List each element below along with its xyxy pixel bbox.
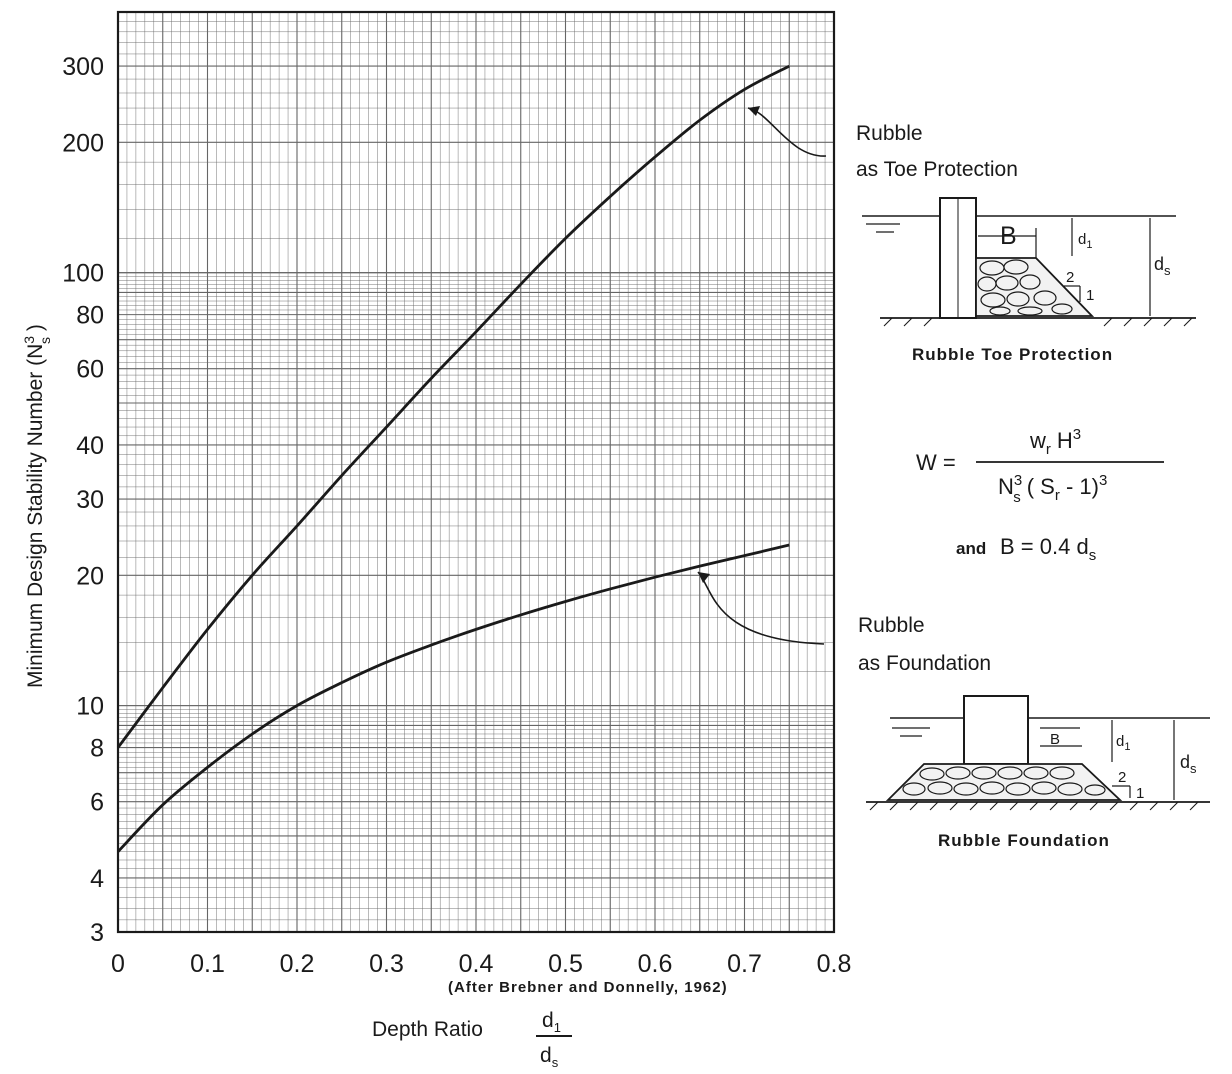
y-tick-label: 8 [90,735,104,763]
x-tick-label: 0.3 [369,950,404,978]
y-tick-label: 3 [90,919,104,947]
y-tick-label: 200 [62,129,104,157]
x-tick-label: 0.7 [727,950,762,978]
y-axis-label: Minimum Design Stability Number (N3s ) [21,324,53,688]
chart-grid [117,11,835,933]
svg-text:ds: ds [1180,752,1197,776]
series-line-foundation [116,543,790,853]
svg-text:B: B [1050,731,1060,748]
svg-text:d1: d1 [1116,733,1130,753]
y-tick-label: 100 [62,260,104,288]
y-tick-label: 6 [90,789,104,817]
svg-text:2: 2 [1066,269,1074,286]
x-axis-label: Depth Ratio [372,1018,483,1041]
source-note: (After Brebner and Donnelly, 1962) [448,979,728,996]
y-tick-label: 4 [90,865,104,893]
x-tick-label: 0.4 [459,950,494,978]
series-lines [116,64,790,853]
svg-text:Rubble: Rubble [858,614,925,637]
y-tick-label: 300 [62,53,104,81]
svg-text:N3s( Sr - 1)3: N3 s( Sr - 1)3 [998,472,1107,506]
svg-text:d1: d1 [1078,231,1092,251]
svg-text:ds: ds [1154,254,1171,278]
x-axis-fraction: d1 ds [536,1009,572,1070]
plot-frame [116,10,836,934]
svg-text:Rubble Foundation: Rubble Foundation [938,831,1110,850]
svg-text:B = 0.4 ds: B = 0.4 ds [1000,534,1096,564]
weight-formula: W = wr H3 N3 s( Sr - 1)3 and B = 0.4 ds [916,426,1164,564]
series-label-foundation: Rubble as Foundation [697,571,991,675]
svg-text:W =: W = [916,450,956,475]
inset-rubble-toe-protection: B d1 ds 2 1 Rubble Toe Protection [862,197,1196,364]
svg-text:d1: d1 [542,1009,561,1035]
x-tick-label: 0 [111,950,125,978]
svg-text:ds: ds [540,1044,559,1070]
x-tick-label: 0.6 [638,950,673,978]
svg-text:1: 1 [1136,785,1144,802]
x-tick-label: 0.8 [817,950,852,978]
inset-rubble-foundation: B d1 ds 2 1 Rubble Foundation [866,695,1210,850]
y-tick-label: 30 [76,486,104,514]
svg-text:and: and [956,539,986,558]
x-tick-label: 0.5 [548,950,583,978]
x-tick-labels: 0 0.1 0.2 0.3 0.4 0.5 0.6 0.7 0.8 [111,950,851,978]
y-tick-label: 40 [76,432,104,460]
x-tick-label: 0.1 [190,950,225,978]
y-tick-label: 10 [76,693,104,721]
svg-text:as Toe Protection: as Toe Protection [856,158,1018,181]
y-tick-label: 60 [76,356,104,384]
svg-text:1: 1 [1086,287,1094,304]
y-tick-label: 20 [76,562,104,590]
x-tick-label: 0.2 [280,950,315,978]
svg-text:Rubble: Rubble [856,122,923,145]
svg-text:as Foundation: as Foundation [858,652,991,675]
series-label-toe-protection: Rubble as Toe Protection [747,106,1018,181]
svg-text:2: 2 [1118,769,1126,786]
y-tick-labels: 3 4 6 8 10 20 30 40 60 80 100 200 300 [62,53,104,947]
svg-text:B: B [1000,222,1017,250]
y-tick-label: 80 [76,302,104,330]
series-line-toe-protection [116,64,790,749]
svg-text:Rubble Toe Protection: Rubble Toe Protection [912,345,1113,364]
